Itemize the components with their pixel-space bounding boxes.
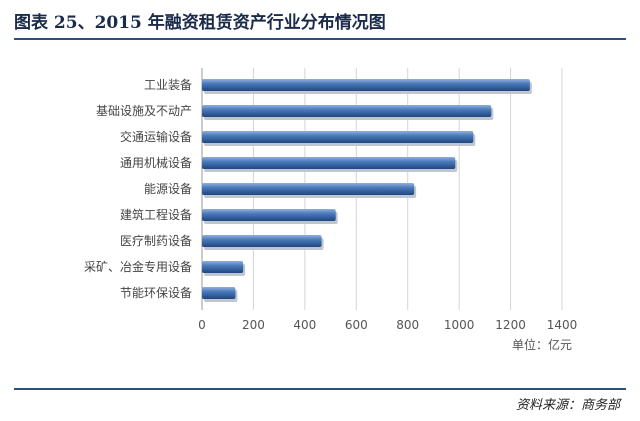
- category-label: 能源设备: [144, 182, 192, 196]
- category-labels: 工业装备基础设施及不动产交通运输设备通用机械设备能源设备建筑工程设备医疗制药设备…: [84, 78, 192, 300]
- bar: [202, 105, 492, 117]
- bars: [202, 79, 532, 302]
- x-tick-label: 1200: [495, 318, 526, 332]
- category-label: 基础设施及不动产: [96, 104, 192, 118]
- x-axis-ticks: 0 200 400 600 800 1000 1200 1400: [198, 318, 577, 332]
- bar: [202, 287, 236, 299]
- x-tick-label: 400: [293, 318, 316, 332]
- bar: [202, 79, 530, 91]
- x-tick-label: 800: [396, 318, 419, 332]
- bar: [202, 131, 474, 143]
- chart-title: 图表 25、2015 年融资租赁资产行业分布情况图: [14, 13, 386, 33]
- source-note: 资料来源：商务部: [515, 398, 620, 413]
- category-label: 建筑工程设备: [120, 207, 192, 222]
- category-label: 通用机械设备: [120, 155, 192, 170]
- category-label: 工业装备: [144, 78, 192, 92]
- unit-label: 单位：亿元: [512, 337, 572, 352]
- category-label: 节能环保设备: [120, 286, 192, 300]
- category-label: 交通运输设备: [120, 129, 192, 144]
- bar: [202, 157, 456, 169]
- title-bar: 图表 25、2015 年融资租赁资产行业分布情况图: [0, 0, 640, 40]
- x-tick-label: 200: [242, 318, 265, 332]
- bar-chart: 工业装备基础设施及不动产交通运输设备通用机械设备能源设备建筑工程设备医疗制药设备…: [84, 68, 577, 352]
- x-tick-label: 600: [345, 318, 368, 332]
- bar: [202, 261, 244, 273]
- category-label: 医疗制药设备: [120, 234, 192, 248]
- x-tick-label: 0: [198, 318, 206, 332]
- bottom-divider: [14, 388, 626, 390]
- bar: [202, 183, 415, 195]
- category-label: 采矿、冶金专用设备: [84, 259, 192, 274]
- x-tick-label: 1400: [547, 318, 578, 332]
- bar: [202, 209, 336, 221]
- bar: [202, 235, 322, 247]
- x-tick-label: 1000: [444, 318, 475, 332]
- top-divider: [14, 38, 626, 40]
